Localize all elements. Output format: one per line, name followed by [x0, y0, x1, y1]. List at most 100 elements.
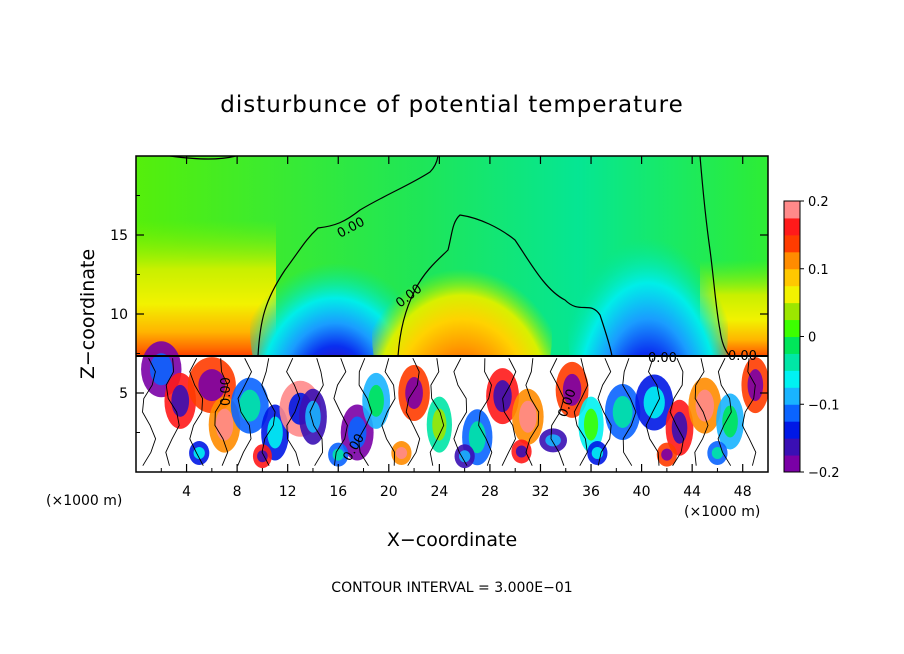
plot-area: 0.00 0.00 0.00 0.00 0.00 0.00 0.00 [135, 155, 769, 473]
y-axis-label: Z−coordinate [77, 249, 99, 379]
colorbar-segment [784, 370, 800, 388]
colorbar-segment [784, 421, 800, 439]
colorbar-tick-label: 0.2 [808, 195, 829, 210]
colorbar-segment [784, 455, 800, 473]
lower-contour-line [597, 358, 612, 466]
contour-label: 0.00 [219, 377, 234, 406]
turbulence-core [239, 389, 261, 422]
lower-contour-line [165, 358, 180, 466]
colorbar-segment [784, 404, 800, 422]
turbulence-core [267, 416, 283, 449]
lower-contour-line [358, 358, 373, 466]
contour-zero-left [257, 156, 439, 357]
chart-title: disturbunce of potential temperature [220, 92, 684, 118]
x-unit-label-left: (×1000 m) [46, 493, 122, 509]
y-tick-label: 10 [110, 307, 128, 323]
lower-contour-line [237, 358, 253, 466]
turbulence-core [562, 373, 582, 406]
lower-contour-line [189, 358, 204, 466]
colorbar-segment [784, 234, 800, 253]
lower-contour-line [286, 358, 301, 466]
lower-contour-line [525, 358, 540, 466]
x-unit-label-right: (×1000 m) [684, 504, 760, 520]
lower-contour-line [717, 358, 732, 466]
lower-contour-line [694, 358, 709, 466]
field-layers: 0.00 0.00 0.00 0.00 0.00 0.00 0.00 [136, 156, 768, 472]
x-tick-label: 20 [380, 484, 398, 500]
colorbar-segment [784, 217, 800, 236]
x-tick-label: 16 [329, 484, 347, 500]
colorbar-segment [784, 319, 800, 337]
contour-label: 0.00 [728, 349, 757, 364]
x-tick-label: 24 [430, 484, 448, 500]
y-axis: 5 10 15 [110, 195, 768, 433]
turbulence-core [661, 448, 673, 461]
contour-interval-footer: CONTOUR INTERVAL = 3.000E−01 [331, 580, 572, 596]
contour-lines [136, 156, 768, 357]
contour-zero-right [699, 156, 731, 357]
lower-contour-line [501, 358, 517, 466]
turbulence-core [518, 400, 537, 433]
turbulence-core [493, 380, 512, 413]
colorbar-segment [784, 285, 800, 304]
lower-contour-line [405, 358, 421, 466]
lower-contour-line [573, 358, 589, 466]
lower-contour-line [429, 358, 445, 466]
lower-contour-line [478, 358, 493, 466]
turbulence-core [347, 416, 367, 449]
y-tick-label: 15 [110, 228, 128, 244]
turbulence-core [149, 353, 173, 386]
x-tick-label: 40 [633, 484, 651, 500]
colorbar-tick-label: 0 [808, 331, 816, 346]
x-tick-label: 36 [582, 484, 600, 500]
turbulence-core [671, 411, 688, 444]
colorbar-segment [784, 353, 800, 371]
x-tick-label: 8 [233, 484, 242, 500]
turbulence-core [405, 377, 423, 409]
contour-label-group: 0.00 0.00 0.00 0.00 0.00 0.00 0.00 [219, 215, 757, 464]
colorbar-segment [784, 438, 800, 456]
turbulence-core [193, 447, 205, 460]
contour-label: 0.00 [648, 351, 677, 366]
turbulence-core [545, 434, 561, 447]
contour-zero-top [169, 156, 237, 160]
colorbar-tick-label: −0.2 [808, 466, 840, 481]
turbulence-core [515, 445, 528, 458]
lower-contour-line [142, 358, 157, 466]
turbulence-core [695, 389, 715, 422]
turbulence-core [198, 369, 226, 402]
x-tick-label: 32 [532, 484, 550, 500]
x-axis: 4 8 12 16 20 24 28 32 36 40 44 48 [160, 156, 752, 500]
x-tick-label: 4 [182, 484, 191, 500]
lower-contour-line [669, 358, 685, 466]
lower-contour-line [214, 358, 229, 466]
x-tick-label: 12 [279, 484, 297, 500]
turbulence-core [305, 400, 321, 433]
lower-contour-line [309, 358, 324, 466]
turbulence-core [215, 408, 234, 441]
turbulence-core [257, 450, 268, 463]
colorbar-segment [784, 302, 800, 321]
lower-contour-line [333, 358, 348, 466]
colorbar-segment [784, 268, 800, 287]
lower-contour-line [453, 358, 468, 466]
colorbar-segment [784, 387, 800, 405]
turbulence-core [368, 384, 384, 417]
lower-contour-line [381, 358, 396, 466]
y-tick-label: 5 [119, 386, 128, 402]
lower-contours [142, 358, 757, 466]
turbulence-core [722, 405, 738, 438]
colorbar-tick-label: 0.1 [808, 263, 829, 278]
lower-contour-line [261, 358, 276, 466]
contour-zero-middle [397, 214, 613, 357]
turbulence-core [643, 386, 665, 419]
colorbar-segment [784, 336, 800, 354]
lower-contour-line [622, 358, 637, 466]
turbulence-core [171, 384, 190, 417]
x-axis-label: X−coordinate [387, 529, 517, 551]
turbulence-core [458, 450, 471, 463]
x-tick-label: 44 [683, 484, 701, 500]
colorbar-segment [784, 201, 800, 219]
colorbar: 0.2 0.1 0 −0.1 −0.2 [783, 195, 840, 481]
